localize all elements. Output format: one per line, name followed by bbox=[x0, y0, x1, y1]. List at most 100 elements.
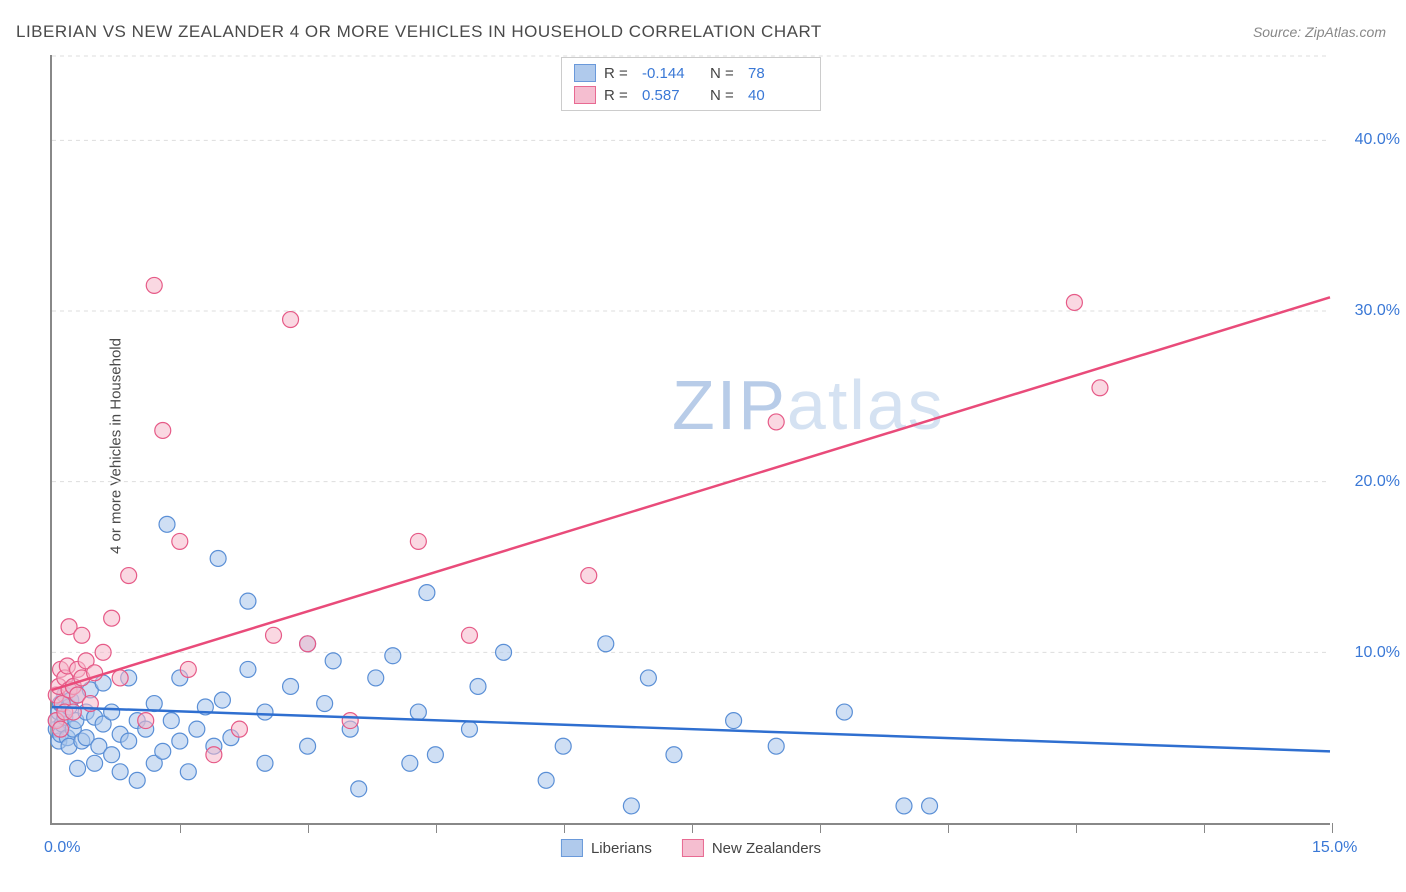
stats-swatch-liberians bbox=[574, 64, 596, 82]
scatter-point bbox=[325, 653, 341, 669]
y-tick-label: 10.0% bbox=[1355, 644, 1400, 662]
scatter-point bbox=[87, 755, 103, 771]
scatter-point bbox=[146, 277, 162, 293]
x-tick bbox=[180, 823, 181, 833]
scatter-point bbox=[163, 713, 179, 729]
scatter-point bbox=[351, 781, 367, 797]
legend-swatch-liberians bbox=[561, 839, 583, 857]
scatter-point bbox=[266, 627, 282, 643]
scatter-point bbox=[922, 798, 938, 814]
source-attribution: Source: ZipAtlas.com bbox=[1253, 24, 1386, 40]
scatter-point bbox=[257, 704, 273, 720]
scatter-point bbox=[231, 721, 247, 737]
scatter-point bbox=[172, 533, 188, 549]
scatter-point bbox=[206, 747, 222, 763]
scatter-point bbox=[95, 644, 111, 660]
y-tick-label: 30.0% bbox=[1355, 302, 1400, 320]
chart-title: LIBERIAN VS NEW ZEALANDER 4 OR MORE VEHI… bbox=[16, 22, 822, 42]
scatter-point bbox=[104, 704, 120, 720]
scatter-point bbox=[283, 312, 299, 328]
scatter-point bbox=[836, 704, 852, 720]
legend-label-newzealanders: New Zealanders bbox=[712, 840, 821, 857]
scatter-point bbox=[155, 743, 171, 759]
scatter-point bbox=[410, 533, 426, 549]
stats-row-newzealanders: R = 0.587 N = 40 bbox=[574, 84, 808, 106]
scatter-point bbox=[210, 550, 226, 566]
scatter-point bbox=[419, 585, 435, 601]
x-tick-label: 15.0% bbox=[1312, 839, 1357, 857]
x-tick bbox=[1204, 823, 1205, 833]
scatter-point bbox=[70, 760, 86, 776]
scatter-point bbox=[368, 670, 384, 686]
scatter-point bbox=[427, 747, 443, 763]
scatter-point bbox=[300, 738, 316, 754]
scatter-point bbox=[410, 704, 426, 720]
scatter-point bbox=[461, 721, 477, 737]
bottom-legend: Liberians New Zealanders bbox=[561, 839, 821, 857]
scatter-point bbox=[180, 764, 196, 780]
scatter-point bbox=[283, 678, 299, 694]
scatter-point bbox=[121, 733, 137, 749]
scatter-point bbox=[112, 764, 128, 780]
x-tick bbox=[1332, 823, 1333, 833]
y-tick-label: 40.0% bbox=[1355, 131, 1400, 149]
scatter-point bbox=[640, 670, 656, 686]
stats-n-value-newzealanders: 40 bbox=[748, 87, 808, 104]
scatter-point bbox=[121, 568, 137, 584]
scatter-point bbox=[317, 696, 333, 712]
trend-line bbox=[52, 297, 1330, 690]
scatter-point bbox=[461, 627, 477, 643]
chart-svg bbox=[52, 55, 1330, 823]
scatter-point bbox=[555, 738, 571, 754]
scatter-point bbox=[180, 661, 196, 677]
scatter-point bbox=[214, 692, 230, 708]
stats-swatch-newzealanders bbox=[574, 86, 596, 104]
scatter-point bbox=[240, 661, 256, 677]
stats-r-value-liberians: -0.144 bbox=[642, 65, 702, 82]
x-tick-label: 0.0% bbox=[44, 839, 80, 857]
scatter-point bbox=[240, 593, 256, 609]
scatter-point bbox=[768, 414, 784, 430]
x-tick bbox=[564, 823, 565, 833]
scatter-point bbox=[172, 733, 188, 749]
scatter-point bbox=[104, 610, 120, 626]
stats-n-label: N = bbox=[710, 65, 740, 82]
plot-area: ZIPatlas R = -0.144 N = 78 R = 0.587 N =… bbox=[50, 55, 1330, 825]
legend-swatch-newzealanders bbox=[682, 839, 704, 857]
scatter-point bbox=[300, 636, 316, 652]
x-tick bbox=[1076, 823, 1077, 833]
stats-n-label: N = bbox=[710, 87, 740, 104]
scatter-point bbox=[726, 713, 742, 729]
scatter-point bbox=[623, 798, 639, 814]
scatter-point bbox=[104, 747, 120, 763]
stats-r-label: R = bbox=[604, 87, 634, 104]
scatter-point bbox=[598, 636, 614, 652]
source-prefix: Source: bbox=[1253, 24, 1305, 40]
scatter-point bbox=[342, 713, 358, 729]
legend-item-liberians: Liberians bbox=[561, 839, 652, 857]
scatter-point bbox=[496, 644, 512, 660]
stats-r-label: R = bbox=[604, 65, 634, 82]
scatter-point bbox=[402, 755, 418, 771]
scatter-point bbox=[768, 738, 784, 754]
scatter-point bbox=[666, 747, 682, 763]
scatter-point bbox=[581, 568, 597, 584]
scatter-point bbox=[53, 721, 69, 737]
scatter-point bbox=[1092, 380, 1108, 396]
x-tick bbox=[692, 823, 693, 833]
scatter-point bbox=[538, 772, 554, 788]
scatter-point bbox=[385, 648, 401, 664]
x-tick bbox=[308, 823, 309, 833]
scatter-point bbox=[74, 627, 90, 643]
legend-label-liberians: Liberians bbox=[591, 840, 652, 857]
x-tick bbox=[436, 823, 437, 833]
scatter-point bbox=[257, 755, 273, 771]
stats-legend-box: R = -0.144 N = 78 R = 0.587 N = 40 bbox=[561, 57, 821, 111]
stats-row-liberians: R = -0.144 N = 78 bbox=[574, 62, 808, 84]
source-name: ZipAtlas.com bbox=[1305, 24, 1386, 40]
scatter-point bbox=[470, 678, 486, 694]
scatter-point bbox=[896, 798, 912, 814]
scatter-point bbox=[155, 422, 171, 438]
stats-n-value-liberians: 78 bbox=[748, 65, 808, 82]
stats-r-value-newzealanders: 0.587 bbox=[642, 87, 702, 104]
